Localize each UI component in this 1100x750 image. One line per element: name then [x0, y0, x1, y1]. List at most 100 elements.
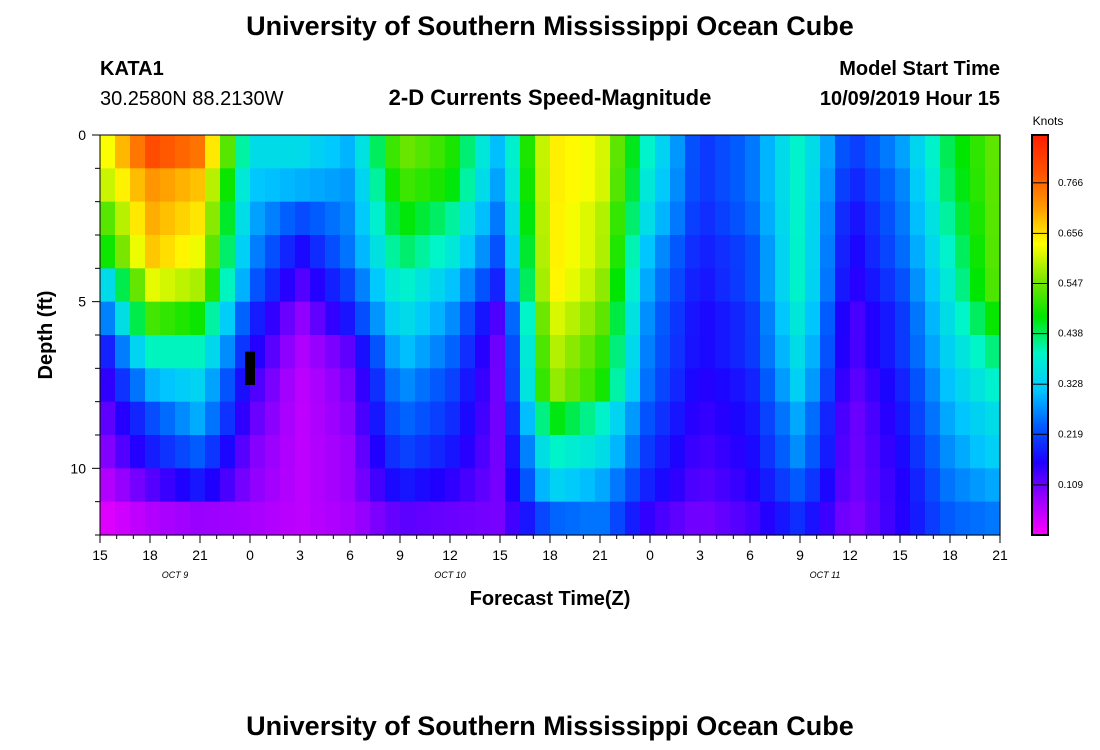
heatmap-cell — [955, 435, 971, 469]
heatmap-cell — [100, 268, 116, 303]
heatmap-cell — [475, 235, 491, 269]
heatmap-cell — [220, 468, 236, 503]
heatmap-cell — [310, 335, 326, 369]
heatmap-cell — [595, 468, 611, 503]
heatmap-cell — [460, 468, 476, 503]
heatmap-cell — [835, 368, 851, 403]
heatmap-cell — [580, 135, 596, 169]
heatmap-cell — [385, 401, 401, 436]
heatmap-cell — [445, 501, 461, 536]
heatmap-cell — [175, 501, 191, 536]
heatmap-cell — [220, 501, 236, 536]
heatmap-cell — [490, 501, 506, 536]
heatmap-cell — [490, 168, 506, 203]
heatmap-cell — [775, 401, 791, 436]
heatmap-cell — [265, 401, 281, 436]
heatmap-cell — [715, 368, 731, 403]
y-tick-label: 10 — [70, 460, 86, 476]
heatmap-cell — [190, 301, 206, 336]
heatmap-cell — [400, 368, 416, 403]
heatmap-cell — [580, 501, 596, 536]
heatmap-cell — [820, 435, 836, 469]
colorbar-tick-label: 0.219 — [1058, 429, 1083, 440]
x-axis: 15 18 21 0 3 6 9 12 15 18 21 0 3 6 9 12 15 18 21 — [92, 535, 1008, 563]
heatmap-cell — [760, 135, 776, 169]
heatmap-cell — [100, 168, 116, 203]
heatmap-cell — [715, 168, 731, 203]
heatmap-cell — [820, 301, 836, 336]
heatmap-cell — [925, 135, 941, 169]
heatmap-cell — [805, 168, 821, 203]
heatmap-cell — [445, 401, 461, 436]
heatmap-cell — [190, 468, 206, 503]
heatmap-cell — [550, 501, 566, 536]
heatmap-cell — [505, 468, 521, 503]
heatmap-cell — [640, 368, 656, 403]
heatmap-cell — [220, 201, 236, 236]
heatmap-cell — [580, 368, 596, 403]
heatmap-cell — [925, 468, 941, 503]
heatmap-cell — [415, 201, 431, 236]
heatmap-cell — [940, 301, 956, 336]
heatmap-cell — [115, 135, 131, 169]
heatmap-cell — [625, 301, 641, 336]
heatmap-cell — [550, 401, 566, 436]
heatmap-cell — [355, 401, 371, 436]
heatmap-cell — [760, 235, 776, 269]
heatmap-cell — [850, 201, 866, 236]
heatmap-cell — [865, 135, 881, 169]
heatmap-cell — [520, 201, 536, 236]
heatmap-cell — [190, 168, 206, 203]
heatmap-cell — [835, 501, 851, 536]
heatmap-cell — [940, 468, 956, 503]
heatmap-cell — [400, 435, 416, 469]
heatmap-cell — [625, 135, 641, 169]
heatmap-cell — [355, 235, 371, 269]
heatmap-cell — [880, 368, 896, 403]
heatmap-cell — [310, 368, 326, 403]
heatmap-cell — [610, 501, 626, 536]
heatmap-cell — [325, 501, 341, 536]
heatmap-cell — [220, 268, 236, 303]
heatmap-cell — [430, 135, 446, 169]
heatmap-cell — [565, 335, 581, 369]
heatmap-cell — [745, 435, 761, 469]
heatmap-cell — [115, 468, 131, 503]
heatmap-cell — [130, 168, 146, 203]
heatmap-cell — [820, 168, 836, 203]
heatmap-cell — [355, 501, 371, 536]
x-tick-label: 3 — [696, 547, 704, 563]
heatmap-cell — [400, 468, 416, 503]
heatmap-cell — [385, 168, 401, 203]
x-axis-label: Forecast Time(Z) — [470, 588, 631, 610]
heatmap-cell — [805, 435, 821, 469]
heatmap-cell — [670, 201, 686, 236]
heatmap-cell — [895, 435, 911, 469]
heatmap-cell — [265, 335, 281, 369]
heatmap-cell — [955, 268, 971, 303]
heatmap-cell — [580, 235, 596, 269]
heatmap-cell — [535, 168, 551, 203]
y-tick-label: 0 — [78, 127, 86, 143]
heatmap-cell — [940, 368, 956, 403]
heatmap-cell — [880, 301, 896, 336]
heatmap-cell — [910, 335, 926, 369]
heatmap-cell — [475, 335, 491, 369]
heatmap-cell — [640, 435, 656, 469]
heatmap-cell — [385, 468, 401, 503]
y-tick-label: 5 — [78, 294, 86, 310]
heatmap-cell — [235, 168, 251, 203]
heatmap-cell — [415, 168, 431, 203]
heatmap-cell — [955, 501, 971, 536]
heatmap-cell — [430, 335, 446, 369]
heatmap-cell — [670, 235, 686, 269]
heatmap-cell — [265, 435, 281, 469]
heatmap-cell — [640, 468, 656, 503]
heatmap-cell — [865, 401, 881, 436]
heatmap-cell — [985, 235, 1001, 269]
heatmap-cell — [145, 268, 161, 303]
heatmap-cell — [325, 335, 341, 369]
heatmap-cell — [220, 435, 236, 469]
heatmap-cell — [355, 468, 371, 503]
heatmap-cell — [250, 135, 266, 169]
